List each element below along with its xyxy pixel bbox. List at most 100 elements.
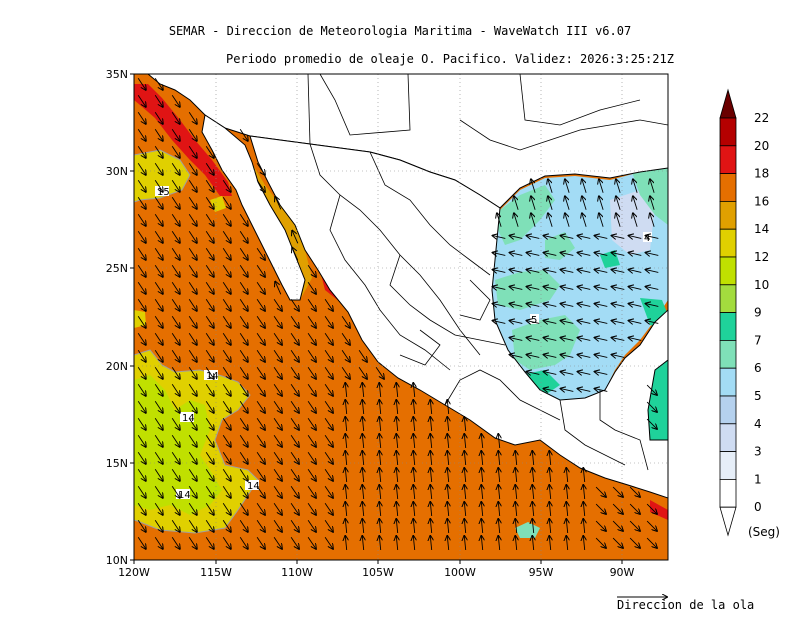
- wave-arrow: [239, 128, 248, 141]
- wave-arrow: [515, 536, 516, 551]
- wave-arrow: [239, 383, 248, 396]
- wave-arrow: [222, 349, 231, 362]
- wave-arrow: [358, 349, 367, 362]
- wave-arrow: [430, 536, 431, 551]
- wave-arrow: [629, 503, 640, 514]
- wave-arrow: [362, 519, 363, 534]
- wave-arrow: [629, 304, 642, 307]
- wave-arrow: [413, 451, 414, 466]
- wave-arrow: [137, 417, 146, 430]
- wave-arrow: [290, 417, 299, 430]
- wave-arrow: [307, 315, 316, 328]
- wave-arrow: [324, 468, 333, 481]
- wave-arrow: [171, 179, 180, 192]
- wave-arrow: [256, 434, 265, 447]
- wave-arrow: [531, 196, 536, 210]
- wave-arrow: [137, 502, 146, 515]
- wave-arrow: [612, 503, 623, 514]
- wave-arrow: [396, 519, 397, 534]
- lat-tick-label: 30N: [106, 165, 128, 178]
- colorbar-unit: (Seg): [748, 525, 780, 539]
- wave-arrow: [583, 485, 584, 500]
- wave-arrow: [137, 179, 146, 192]
- wave-arrow: [498, 536, 499, 551]
- wave-arrow: [239, 519, 248, 532]
- wave-arrow: [205, 298, 214, 311]
- wave-arrow: [447, 536, 448, 551]
- wave-arrow: [324, 332, 333, 345]
- wave-arrow: [137, 536, 146, 549]
- wave-arrow: [188, 128, 197, 141]
- colorbar-level-label: 0: [754, 500, 762, 514]
- wave-arrow: [341, 366, 350, 379]
- wave-arrow: [583, 536, 584, 551]
- wave-arrow: [396, 383, 397, 398]
- wave-arrow: [582, 196, 587, 210]
- wave-arrow: [481, 485, 482, 500]
- wave-arrow: [222, 502, 231, 515]
- wave-arrow: [137, 162, 146, 175]
- wave-arrow: [493, 253, 506, 256]
- wave-arrow: [633, 213, 638, 227]
- wave-arrow: [430, 434, 431, 449]
- wave-arrow: [273, 349, 282, 362]
- wave-arrow: [256, 247, 265, 260]
- lat-tick-label: 35N: [106, 68, 128, 81]
- map-panel: 15 14 14 14 14 5 4: [134, 74, 668, 560]
- wave-arrow: [629, 486, 640, 497]
- wave-arrow: [273, 536, 282, 549]
- wave-arrow: [447, 400, 448, 415]
- wave-arrow: [464, 468, 465, 483]
- wave-arrow: [362, 485, 363, 500]
- wave-arrow: [646, 418, 657, 429]
- wave-arrow: [566, 519, 567, 534]
- wave-arrow: [290, 485, 299, 498]
- wave-arrow: [578, 355, 591, 358]
- wave-arrow: [650, 179, 655, 193]
- colorbar-level-label: 3: [754, 445, 762, 459]
- wave-arrow: [154, 298, 163, 311]
- wave-arrow: [612, 338, 625, 341]
- wave-arrow: [154, 434, 163, 447]
- wave-arrow: [307, 417, 316, 430]
- wave-arrow: [205, 145, 214, 158]
- wave-arrow: [256, 383, 265, 396]
- wave-arrow: [650, 213, 655, 227]
- graticule: [134, 74, 668, 560]
- wave-arrow: [222, 451, 231, 464]
- wave-arrow: [290, 315, 299, 328]
- wave-arrow: [205, 485, 214, 498]
- wave-arrow: [188, 502, 197, 515]
- wave-arrow: [345, 400, 346, 415]
- wave-arrow: [154, 366, 163, 379]
- wave-arrow: [290, 536, 299, 549]
- wave-arrow: [595, 372, 608, 375]
- wave-arrow: [137, 400, 146, 413]
- wave-arrow: [154, 196, 163, 209]
- wave-arrow: [561, 355, 574, 358]
- wave-arrow: [290, 519, 299, 532]
- wave-arrow: [544, 253, 557, 256]
- wave-arrow: [154, 315, 163, 328]
- wave-arrow: [341, 349, 350, 362]
- wave-arrow: [548, 196, 553, 210]
- wave-arrow: [188, 536, 197, 549]
- wave-arrow: [154, 179, 163, 192]
- wave-arrow: [498, 519, 499, 534]
- wave-arrow: [205, 179, 214, 192]
- wave-arrow: [629, 537, 640, 548]
- wave-arrow: [171, 128, 180, 141]
- wave-arrow: [273, 502, 282, 515]
- wave-arrow: [154, 230, 163, 243]
- colorbar-level-label: 4: [754, 417, 762, 431]
- wave-arrow: [324, 383, 333, 396]
- wave-arrow: [629, 321, 642, 324]
- wave-arrow: [413, 485, 414, 500]
- wave-arrow: [171, 349, 180, 362]
- wave-arrow: [256, 162, 265, 175]
- wave-arrow: [154, 94, 163, 107]
- wave-arrow: [578, 304, 591, 307]
- wave-arrow: [273, 434, 282, 447]
- wave-arrow: [515, 468, 516, 483]
- wave-arrow: [646, 253, 659, 256]
